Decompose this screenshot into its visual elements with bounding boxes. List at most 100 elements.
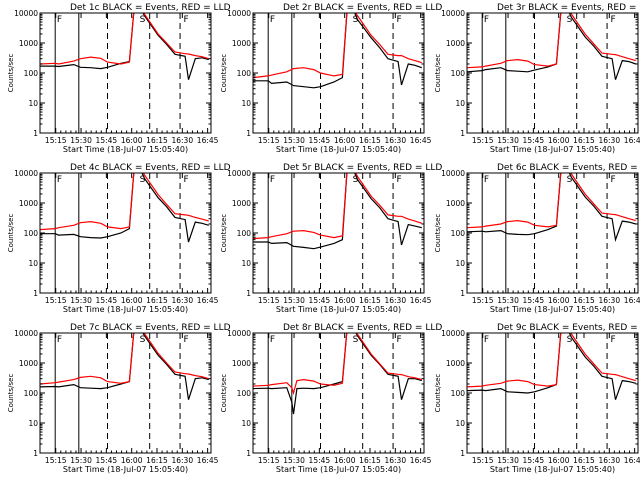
y-tick-label: 100 <box>237 229 252 238</box>
x-tick-label: 16:30 <box>384 456 406 465</box>
y-tick-label: 1 <box>460 129 465 138</box>
x-tick-label: 16:45 <box>624 456 640 465</box>
y-axis-label: Counts/sec <box>7 54 15 93</box>
y-tick-label: 10000 <box>441 9 465 18</box>
detector-panel-5: Det 5r BLACK = Events, RED = LLD F S F 1 10 10… <box>220 163 442 314</box>
x-axis-label: Start Time (18-Jul-07 15:05:40) <box>276 145 401 154</box>
x-axis-label: Start Time (18-Jul-07 15:05:40) <box>63 145 188 154</box>
x-tick-label: 16:15 <box>359 456 381 465</box>
x-tick-label: 15:30 <box>497 296 519 305</box>
y-tick-label: 100 <box>24 389 39 398</box>
y-tick-label: 1 <box>33 129 38 138</box>
attenuator-marker-1: F <box>270 335 275 345</box>
axes-frame <box>466 172 639 294</box>
axes-frame <box>39 172 212 294</box>
panel-title: Det 9c BLACK = Events, RED = LLD <box>497 323 640 333</box>
axes-frame <box>466 332 639 454</box>
x-axis-label: Start Time (18-Jul-07 15:05:40) <box>490 465 615 474</box>
y-tick-label: 1000 <box>232 39 251 48</box>
x-tick-label: 15:30 <box>70 136 92 145</box>
attenuator-marker-3: F <box>396 15 401 25</box>
detector-panel-2: Det 2r BLACK = Events, RED = LLD F S F 1 10 10… <box>220 3 442 154</box>
y-tick-label: 1000 <box>232 199 251 208</box>
attenuator-marker-3: F <box>183 15 188 25</box>
y-tick-label: 10000 <box>14 169 38 178</box>
x-tick-label: 15:15 <box>258 136 280 145</box>
x-tick-label: 16:45 <box>410 136 432 145</box>
x-tick-label: 15:30 <box>497 136 519 145</box>
lld-series-line <box>467 333 636 388</box>
panel-title: Det 8r BLACK = Events, RED = LLD <box>283 323 442 333</box>
x-tick-label: 15:15 <box>258 456 280 465</box>
attenuator-marker-1: F <box>270 15 275 25</box>
detector-panel-4: Det 4c BLACK = Events, RED = LLD F S F 1 10 10… <box>7 163 231 314</box>
axes-frame <box>252 332 425 454</box>
plot-area <box>40 13 209 133</box>
x-tick-label: 16:00 <box>334 456 356 465</box>
y-axis-label: Counts/sec <box>434 54 442 93</box>
attenuator-marker-2: S <box>140 335 146 345</box>
x-tick-label: 16:00 <box>334 296 356 305</box>
x-axis-label: Start Time (18-Jul-07 15:05:40) <box>490 305 615 314</box>
attenuator-marker-2: S <box>567 15 573 25</box>
axes-frame <box>252 172 425 294</box>
x-tick-label: 15:45 <box>309 296 331 305</box>
y-tick-label: 10 <box>455 99 465 108</box>
x-tick-label: 16:30 <box>171 296 193 305</box>
x-axis-label: Start Time (18-Jul-07 15:05:40) <box>276 305 401 314</box>
y-tick-label: 10 <box>455 419 465 428</box>
x-tick-label: 16:45 <box>197 296 219 305</box>
y-tick-label: 100 <box>24 69 39 78</box>
x-tick-label: 15:45 <box>309 456 331 465</box>
lld-series-line <box>253 13 422 79</box>
x-tick-label: 16:45 <box>197 456 219 465</box>
x-tick-label: 15:15 <box>472 136 494 145</box>
x-tick-label: 16:15 <box>146 136 168 145</box>
attenuator-marker-3: F <box>183 175 188 185</box>
attenuator-marker-3: F <box>396 335 401 345</box>
events-series-line <box>40 333 209 400</box>
y-tick-label: 10000 <box>227 9 251 18</box>
x-tick-label: 15:45 <box>96 456 118 465</box>
lld-series-line <box>253 173 422 240</box>
detector-panel-9: Det 9c BLACK = Events, RED = LLD F S F 1 10 10… <box>434 323 640 474</box>
x-tick-label: 15:45 <box>523 296 545 305</box>
x-tick-label: 15:30 <box>283 296 305 305</box>
attenuator-marker-2: S <box>353 175 359 185</box>
plot-area <box>467 13 636 133</box>
attenuator-marker-1: F <box>270 175 275 185</box>
plot-area <box>467 333 636 453</box>
y-tick-label: 10 <box>28 419 38 428</box>
plot-area <box>40 333 209 453</box>
y-tick-label: 10 <box>241 259 251 268</box>
x-tick-label: 15:30 <box>283 456 305 465</box>
y-tick-label: 1000 <box>19 199 38 208</box>
lld-series-line <box>40 333 209 385</box>
y-tick-label: 10 <box>28 99 38 108</box>
x-axis-label: Start Time (18-Jul-07 15:05:40) <box>63 305 188 314</box>
x-tick-label: 15:45 <box>96 296 118 305</box>
x-tick-label: 15:45 <box>309 136 331 145</box>
attenuator-marker-2: S <box>353 335 359 345</box>
detector-panel-7: Det 7c BLACK = Events, RED = LLD F S F 1 10 10… <box>7 323 231 474</box>
x-tick-label: 16:45 <box>624 136 640 145</box>
x-tick-label: 16:30 <box>598 456 620 465</box>
attenuator-marker-1: F <box>57 15 62 25</box>
x-tick-label: 16:15 <box>573 456 595 465</box>
y-tick-label: 1 <box>33 449 38 458</box>
lld-series-line <box>40 13 209 65</box>
attenuator-marker-1: F <box>484 15 489 25</box>
x-tick-label: 16:00 <box>334 136 356 145</box>
y-tick-label: 1 <box>460 289 465 298</box>
y-tick-label: 100 <box>237 389 252 398</box>
y-tick-label: 10 <box>455 259 465 268</box>
y-tick-label: 1000 <box>19 359 38 368</box>
y-tick-label: 10000 <box>14 329 38 338</box>
y-tick-label: 100 <box>451 229 466 238</box>
attenuator-marker-1: F <box>57 175 62 185</box>
x-tick-label: 16:00 <box>548 136 570 145</box>
y-axis-label: Counts/sec <box>7 374 15 413</box>
x-tick-label: 16:30 <box>171 136 193 145</box>
y-tick-label: 10000 <box>227 169 251 178</box>
events-series-line <box>40 13 209 80</box>
